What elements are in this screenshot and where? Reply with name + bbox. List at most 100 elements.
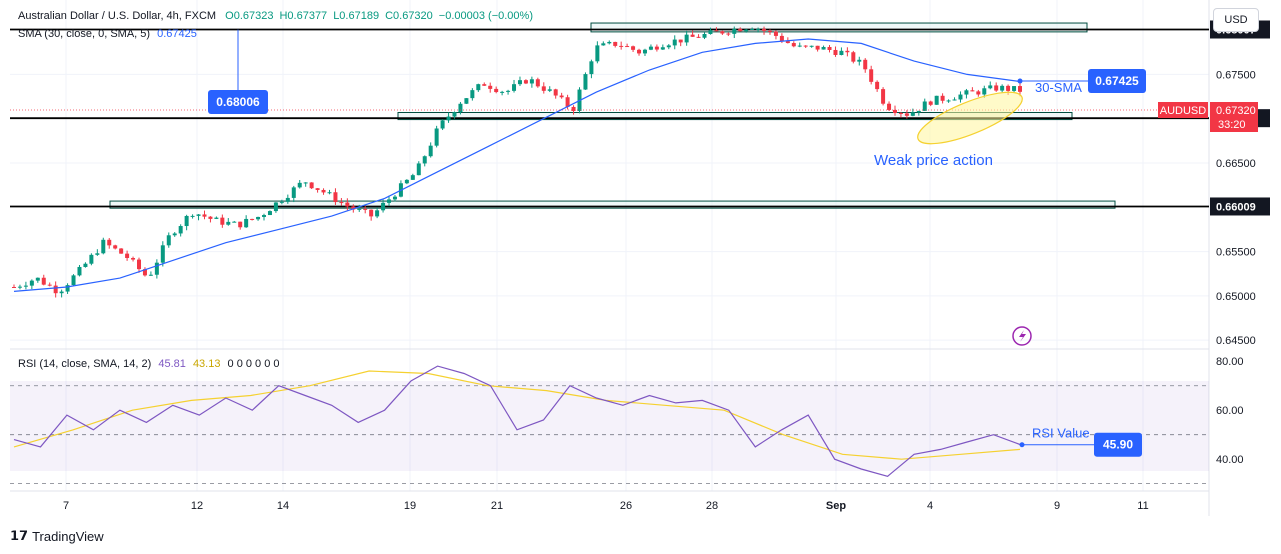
symbol-tag-label: AUDUSD — [1160, 105, 1207, 117]
candle-body — [904, 113, 909, 116]
candle-body — [845, 50, 850, 53]
symbol-tag — [1158, 102, 1208, 118]
candle-body — [958, 94, 963, 100]
candle-body — [339, 202, 344, 204]
candle-body — [452, 112, 457, 117]
candle-body — [357, 208, 362, 210]
candle-body — [892, 109, 897, 113]
close-value: C0.67320 — [385, 10, 433, 22]
candle-body — [392, 196, 397, 200]
candle-body — [256, 216, 261, 220]
candle-body — [571, 106, 576, 112]
candle-body — [839, 50, 844, 55]
candle-body — [470, 90, 475, 99]
candle-body — [71, 275, 76, 286]
candle-body — [381, 202, 386, 211]
candle-body — [148, 274, 153, 276]
candle-body — [750, 28, 755, 30]
time-tick-label: 28 — [706, 500, 718, 512]
candle-body — [333, 192, 338, 203]
time-tick-label: 9 — [1054, 500, 1060, 512]
time-tick-label: 14 — [277, 500, 289, 512]
candle-body — [744, 29, 749, 32]
candle-body — [970, 90, 975, 92]
sma-line — [13, 38, 1021, 292]
candle-body — [214, 217, 219, 219]
rsi-callout-dot — [1019, 442, 1025, 448]
candle-body — [952, 99, 957, 101]
price-tick-label: 0.66500 — [1216, 158, 1256, 170]
open-value: O0.67323 — [225, 10, 274, 22]
candle-body — [517, 80, 522, 85]
candle-body — [351, 206, 356, 210]
candle-body — [131, 258, 136, 260]
annotations: 0.68006 0.67425 30-SMA Weak price action AUD… — [208, 29, 1258, 457]
candle-body — [47, 284, 52, 286]
candle-body — [345, 202, 350, 207]
candle-body — [809, 45, 814, 47]
candle-body — [660, 47, 665, 50]
candle-body — [172, 233, 177, 236]
candle-body — [488, 85, 493, 89]
candle-body — [208, 216, 213, 219]
candle-body — [422, 156, 427, 164]
candle-body — [494, 88, 499, 93]
candle-body — [922, 101, 927, 111]
candle-body — [589, 61, 594, 75]
candle-body — [583, 74, 588, 90]
candle-body — [875, 81, 880, 90]
candle-body — [690, 34, 695, 37]
candle-body — [196, 214, 201, 216]
candle-body — [916, 110, 921, 113]
zone-rect — [590, 22, 1088, 33]
symbol-title: Australian Dollar / U.S. Dollar, 4h, FXC… — [18, 10, 217, 22]
price-tick-label: 0.64500 — [1216, 335, 1256, 347]
time-tick-label: 26 — [620, 500, 632, 512]
candle-body — [863, 59, 868, 70]
candle-body — [988, 85, 993, 89]
lightning-icon[interactable] — [1012, 326, 1032, 346]
candle-body — [107, 239, 112, 246]
last-price-tag — [1210, 102, 1258, 132]
candle-body — [756, 28, 761, 30]
candle-body — [928, 101, 933, 105]
candle-body — [702, 34, 707, 38]
currency-button[interactable]: USD — [1213, 8, 1259, 32]
price-tick-label: 0.65500 — [1216, 247, 1256, 259]
rsi-value-annotation: RSI Value — [1032, 426, 1090, 441]
candle-body — [803, 45, 808, 47]
zone-rect — [397, 111, 1073, 121]
candle-body — [363, 208, 368, 210]
rsi-value: 45.81 — [158, 358, 186, 370]
callout-box — [1088, 69, 1146, 94]
candle-body — [59, 291, 64, 294]
candle-body — [446, 116, 451, 121]
candle-body — [166, 235, 171, 246]
candle-body — [23, 285, 28, 287]
rsi-legend: RSI (14, close, SMA, 14, 2) 45.81 43.13 … — [18, 358, 280, 370]
candle-body — [535, 79, 540, 87]
candle-body — [696, 36, 701, 38]
rsi-ma-value: 43.13 — [192, 358, 221, 370]
candle-body — [220, 217, 225, 225]
candle-body — [791, 43, 796, 47]
candle-body — [613, 41, 618, 46]
candle-body — [672, 39, 677, 46]
tradingview-logo-icon: 𝟭𝟳 — [10, 528, 29, 543]
time-tick-label: Sep — [826, 500, 846, 512]
candle-body — [720, 31, 725, 34]
candle-body — [732, 28, 737, 34]
candle-body — [833, 49, 838, 55]
time-tick-label: 19 — [404, 500, 416, 512]
callout-sma-label: 0.67425 — [1095, 74, 1139, 88]
candle-body — [547, 89, 552, 91]
candle-body — [500, 91, 505, 93]
candle-body — [279, 201, 284, 203]
candle-body — [762, 28, 767, 31]
weak-price-action-label: Weak price action — [874, 152, 993, 169]
candle-body — [291, 187, 296, 198]
price-tick-label: 0.67500 — [1216, 69, 1256, 81]
candle-body — [160, 245, 165, 263]
tradingview-branding[interactable]: 𝟭𝟳 TradingView — [10, 528, 104, 544]
